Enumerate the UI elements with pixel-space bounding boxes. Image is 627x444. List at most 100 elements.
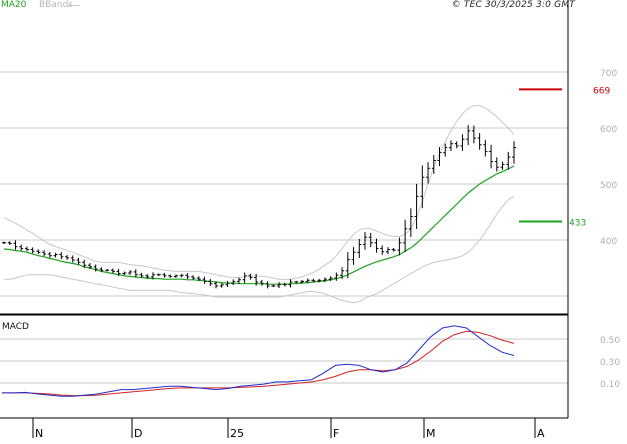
chart-frames [0,0,569,419]
ohlc-bar [489,144,494,169]
ohlc-bar [156,273,161,276]
ohlc-bar [2,241,6,244]
signal-series [2,330,515,397]
price-tick-label: 600 [600,125,617,135]
time-tick-label: D [134,427,142,440]
ohlc-bar [87,263,92,269]
ohlc-bar [512,141,516,164]
ohlc-bar [408,208,413,237]
ohlc-bar [506,151,511,170]
time-tick-label: F [333,427,339,440]
ohlc-bar [208,279,213,287]
ma20-series [3,165,515,285]
ohlc-bar [328,276,333,282]
price-tick-label: 500 [600,181,617,191]
ma20-legend: MA20 [1,0,27,10]
ohlc-bar [420,165,425,209]
price-bars [2,124,516,289]
time-tick-label: M [426,427,436,440]
ohlc-bar [185,273,190,280]
ohlc-bar [265,281,270,289]
ohlc-bar [30,247,35,254]
ohlc-bar [59,252,64,260]
ohlc-bar [345,252,350,279]
ohlc-bar [116,268,121,277]
macd-axis-ticks: 0.10 0.30 0.50 [600,336,620,390]
bbands-upper [3,105,515,281]
price-levels: 669 433 [519,86,610,229]
ohlc-bar [431,154,436,174]
ohlc-bar [471,125,476,144]
ohlc-bar [414,183,419,229]
ohlc-bar [47,251,52,258]
ohlc-bar [7,241,12,245]
ohlc-bar [380,245,385,255]
ma20-line [3,165,515,285]
ohlc-bar [82,259,87,268]
ohlc-bar [214,281,219,289]
ohlc-bar [391,248,396,252]
ohlc-bar [385,247,390,255]
ohlc-bar [179,273,184,278]
ohlc-bar [65,254,70,260]
ohlc-bar [128,270,133,275]
bbands-legend-swatch [67,5,80,6]
ohlc-bar [277,282,282,289]
macd-tick-label: 0.10 [600,380,620,390]
macd-lines [2,325,515,397]
ohlc-bar [305,278,310,284]
ohlc-bar [466,124,471,146]
time-tick-label: N [35,427,43,440]
ohlc-bar [19,244,24,251]
ohlc-bar [13,240,18,250]
macd-series [2,325,515,397]
ohlc-bar [299,279,304,284]
bollinger-bands [3,105,515,304]
ohlc-bar [202,276,207,284]
ohlc-bar [437,147,442,167]
ohlc-bar [426,162,431,184]
support-label: 433 [569,219,586,229]
ohlc-bar [351,247,356,265]
ohlc-bar [282,282,287,287]
ohlc-bar [500,161,505,170]
price-grid [0,71,568,297]
ohlc-bar [254,273,259,286]
macd-tick-label: 0.50 [600,336,620,346]
ohlc-bar [242,272,247,284]
ohlc-bar [24,246,29,252]
ohlc-bar [76,257,81,265]
ohlc-bar [403,219,408,252]
ohlc-bar [139,272,144,278]
price-axis-ticks: 400 500 600 700 [600,69,617,247]
ohlc-bar [196,276,201,282]
ohlc-bar [42,250,47,257]
macd-tick-label: 0.30 [600,358,620,368]
ohlc-bar [334,272,339,281]
ohlc-bar [374,238,379,253]
ohlc-bar [191,275,196,280]
ohlc-bar [133,269,138,278]
ohlc-bar [36,249,41,255]
ohlc-bar [231,279,236,286]
price-tick-label: 700 [600,69,617,79]
macd-grid [0,338,568,384]
ohlc-bar [294,280,299,284]
ohlc-bar [53,252,58,258]
ohlc-bar [443,143,448,157]
ohlc-bar [454,141,459,149]
ohlc-bar [322,277,327,283]
ohlc-bar [311,278,316,283]
ohlc-bar [357,238,362,258]
ohlc-bar [122,271,127,276]
macd-panel-label: MACD [2,322,29,332]
ohlc-bar [477,133,482,150]
ohlc-bar [225,281,230,287]
time-tick-label: 25 [230,427,244,440]
ohlc-bar [248,273,253,280]
time-tick-label: A [537,427,545,440]
ohlc-bar [93,264,98,272]
price-tick-label: 400 [600,237,617,247]
